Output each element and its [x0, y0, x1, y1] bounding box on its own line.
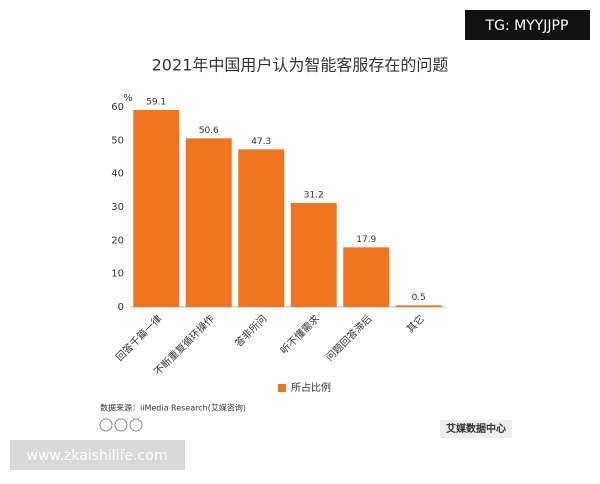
watermark-box: [465, 10, 590, 40]
data-label: 17.9: [356, 235, 376, 245]
data-label: 47.3: [251, 137, 271, 147]
logo: 艾媒数据中心: [446, 422, 506, 435]
logo-box: [440, 420, 512, 438]
data-label: 31.2: [304, 191, 324, 201]
data-label: 59.1: [146, 98, 166, 108]
y-axis-label: %: [123, 93, 133, 104]
y-tick-label: 50: [111, 135, 124, 146]
license-icons: [99, 418, 143, 432]
watermark-box: [10, 440, 185, 470]
y-tick-label: 30: [111, 202, 124, 213]
y-tick-label: 40: [111, 169, 124, 180]
bar: [290, 203, 337, 307]
y-tick-label: 10: [111, 269, 124, 280]
y-tick-label: 60: [111, 102, 124, 113]
chart-title: 2021年中国用户认为智能客服存在的问题: [152, 56, 449, 75]
bar: [133, 110, 180, 307]
legend-label: 所占比例: [291, 381, 331, 394]
source: 数据来源：iiMedia Research(艾媒咨询): [100, 403, 246, 413]
y-tick-label: 0: [118, 302, 124, 313]
bar: [395, 305, 442, 307]
watermark: www.zkaishilife.com: [27, 448, 168, 464]
legend-swatch: [278, 384, 286, 392]
data-label: 0.5: [412, 293, 426, 303]
data-label: 50.6: [199, 126, 219, 136]
y-tick-label: 20: [111, 235, 124, 246]
bar: [343, 247, 390, 307]
watermark: TG: MYYJJPP: [485, 18, 569, 34]
bar: [238, 149, 285, 307]
bar: [185, 138, 232, 307]
